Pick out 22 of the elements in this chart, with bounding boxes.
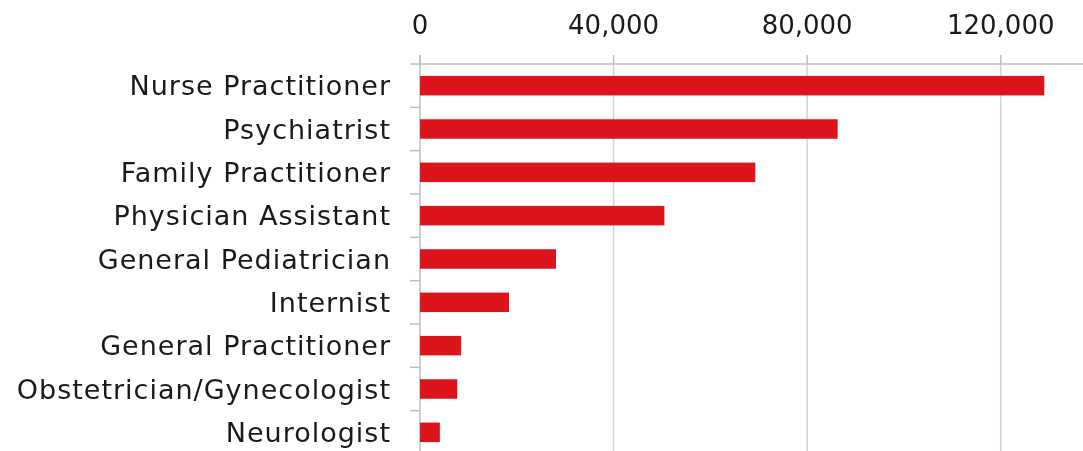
x-tick-label: 120,000 bbox=[946, 10, 1055, 40]
bar bbox=[420, 205, 665, 226]
y-tick-label: Psychiatrist bbox=[223, 113, 391, 145]
y-tick-label: Internist bbox=[269, 287, 391, 319]
x-tick-label: 80,000 bbox=[761, 10, 853, 40]
bar bbox=[420, 292, 510, 313]
y-tick-label: Neurologist bbox=[225, 417, 391, 449]
x-tick-label: 40,000 bbox=[568, 10, 660, 40]
y-tick-label: Family Practitioner bbox=[120, 157, 391, 189]
y-tick-label: Obstetrician/Gynecologist bbox=[16, 373, 391, 405]
bar bbox=[420, 75, 1045, 96]
y-tick-label: General Pediatrician bbox=[97, 243, 391, 275]
y-tick-label: Nurse Practitioner bbox=[129, 70, 391, 102]
bar bbox=[420, 422, 440, 443]
bar bbox=[420, 379, 458, 399]
bar bbox=[420, 162, 756, 183]
bar bbox=[420, 119, 838, 139]
x-tick-label: 0 bbox=[411, 10, 429, 40]
bar bbox=[420, 335, 462, 356]
bar bbox=[420, 249, 556, 269]
y-tick-label: General Practitioner bbox=[100, 330, 391, 362]
y-tick-label: Physician Assistant bbox=[113, 200, 391, 232]
